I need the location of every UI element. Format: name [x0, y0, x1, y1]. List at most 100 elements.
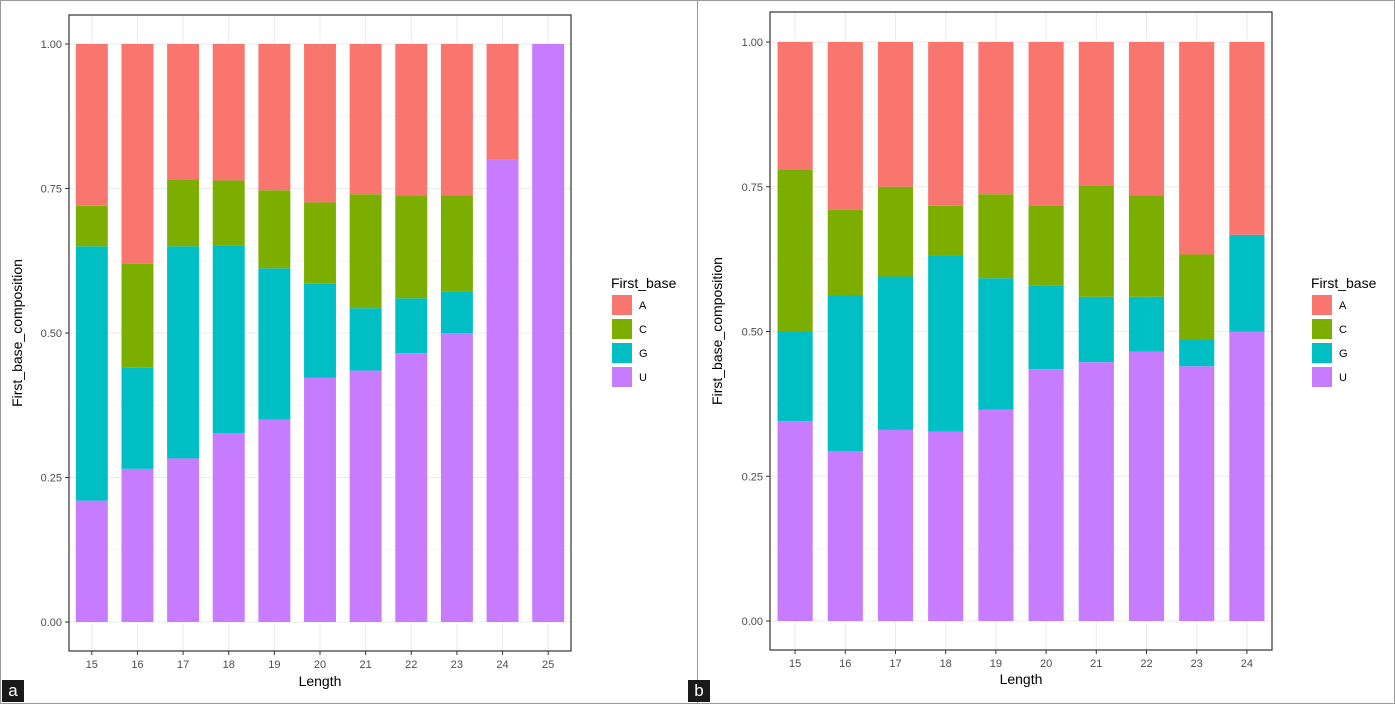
legend-key-C — [612, 319, 632, 339]
bar-segment-A-15 — [777, 42, 813, 170]
bar-segment-A-23 — [440, 44, 473, 196]
bar-segment-G-24 — [1229, 234, 1265, 332]
bar-segment-C-18 — [928, 205, 964, 256]
bar-segment-A-22 — [395, 44, 428, 197]
bar-segment-U-20 — [304, 377, 336, 622]
panel-label-a: a — [2, 680, 24, 702]
bar-segment-A-16 — [827, 42, 863, 210]
bar-segment-U-24 — [486, 159, 519, 622]
bar-segment-U-17 — [877, 429, 914, 621]
bar-segment-A-20 — [304, 44, 336, 203]
bar-segment-C-21 — [1078, 185, 1114, 297]
legend-key-C — [1312, 319, 1332, 339]
x-tick-label: 19 — [990, 658, 1002, 670]
bar-segment-C-16 — [827, 209, 863, 296]
y-axis-title: First_base_composition — [9, 259, 25, 407]
bar-segment-U-24 — [1229, 331, 1265, 621]
bar-segment-G-23 — [440, 291, 473, 333]
x-tick-label: 15 — [789, 658, 801, 670]
bar-segment-A-21 — [349, 44, 382, 195]
bar-segment-C-20 — [1028, 205, 1064, 286]
legend-key-A — [1312, 295, 1332, 315]
legend-label-G: G — [639, 348, 648, 360]
panel-label-b: b — [688, 680, 710, 702]
x-tick-label: 20 — [314, 659, 326, 671]
bar-segment-C-15 — [777, 169, 813, 332]
bar-segment-C-20 — [304, 202, 336, 284]
bar-segment-C-23 — [1179, 254, 1215, 340]
bar-segment-A-17 — [877, 42, 914, 187]
y-tick-label: 0.50 — [41, 328, 62, 340]
x-tick-label: 23 — [1191, 658, 1203, 670]
legend-title: First_base — [611, 275, 677, 291]
bar-segment-U-23 — [440, 333, 473, 622]
x-tick-label: 25 — [542, 659, 554, 671]
bar-segment-G-17 — [877, 276, 914, 430]
bar-segment-G-21 — [349, 308, 382, 371]
bar-segment-C-17 — [877, 186, 914, 277]
x-tick-label: 23 — [451, 659, 463, 671]
bar-segment-G-18 — [928, 255, 964, 432]
y-tick-label: 0.25 — [742, 471, 763, 483]
bar-segment-A-19 — [978, 42, 1014, 195]
bar-segment-G-20 — [304, 283, 336, 378]
bar-segment-U-23 — [1179, 366, 1215, 621]
legend-label-U: U — [639, 372, 647, 384]
bar-segment-G-19 — [978, 278, 1014, 410]
bar-segment-U-19 — [258, 419, 291, 622]
y-tick-label: 0.25 — [41, 473, 62, 485]
legend-key-U — [1312, 367, 1332, 387]
x-tick-label: 16 — [131, 659, 143, 671]
bar-segment-G-19 — [258, 268, 291, 420]
bar-segment-U-22 — [1128, 351, 1165, 621]
legend-key-A — [612, 295, 632, 315]
bar-segment-U-21 — [1078, 362, 1114, 621]
bar-segment-A-24 — [486, 44, 519, 160]
bar-segment-G-15 — [75, 246, 108, 501]
legend-label-A: A — [1339, 300, 1347, 312]
bar-segment-C-21 — [349, 194, 382, 309]
bar-segment-G-23 — [1179, 339, 1215, 367]
bar-segment-A-24 — [1229, 42, 1265, 235]
x-tick-label: 20 — [1040, 658, 1052, 670]
x-tick-label: 24 — [496, 659, 508, 671]
panel-divider — [697, 0, 698, 704]
bar-segment-U-15 — [75, 500, 108, 622]
bar-segment-U-16 — [121, 468, 154, 622]
bar-segment-A-18 — [212, 44, 245, 181]
bar-segment-G-17 — [167, 246, 200, 459]
legend-label-A: A — [639, 300, 647, 312]
bar-segment-C-17 — [167, 179, 200, 247]
x-tick-label: 21 — [1090, 658, 1102, 670]
bar-segment-U-17 — [167, 458, 200, 622]
bar-segment-G-16 — [121, 367, 154, 469]
x-tick-label: 22 — [405, 659, 417, 671]
x-axis-title: Length — [299, 673, 342, 689]
chart-panel-a: 0.00 0.25 0.50 0.75 1.00 15 16 17 18 19 20 21 22 23 24… — [9, 14, 677, 689]
x-tick-label: 15 — [86, 659, 98, 671]
bar-segment-A-17 — [167, 44, 200, 180]
legend-key-U — [612, 367, 632, 387]
bar-segment-G-22 — [1128, 296, 1165, 352]
y-tick-label: 0.50 — [742, 327, 763, 339]
y-tick-label: 0.00 — [41, 617, 62, 629]
bar-segment-A-19 — [258, 44, 291, 191]
bar-segment-U-19 — [978, 409, 1014, 621]
x-tick-label: 19 — [268, 659, 280, 671]
bar-segment-U-18 — [928, 431, 964, 621]
bar-segment-C-22 — [1128, 195, 1165, 297]
legend-key-G — [612, 343, 632, 363]
bar-segment-C-15 — [75, 205, 108, 247]
y-tick-label: 0.75 — [41, 184, 62, 196]
bar-segment-C-19 — [258, 190, 291, 269]
bar-segment-A-21 — [1078, 42, 1114, 186]
x-tick-label: 22 — [1140, 658, 1152, 670]
chart-panel-b: 0.00 0.25 0.50 0.75 1.00 15 16 17 18 19 20 21 22 23 24… — [709, 11, 1377, 687]
bar-segment-U-15 — [777, 421, 813, 621]
bar-segment-A-16 — [121, 44, 154, 264]
y-tick-label: 0.00 — [742, 616, 763, 628]
y-tick-label: 1.00 — [742, 37, 763, 49]
legend-label-C: C — [1339, 324, 1347, 336]
x-tick-label: 17 — [177, 659, 189, 671]
x-tick-label: 16 — [839, 658, 851, 670]
